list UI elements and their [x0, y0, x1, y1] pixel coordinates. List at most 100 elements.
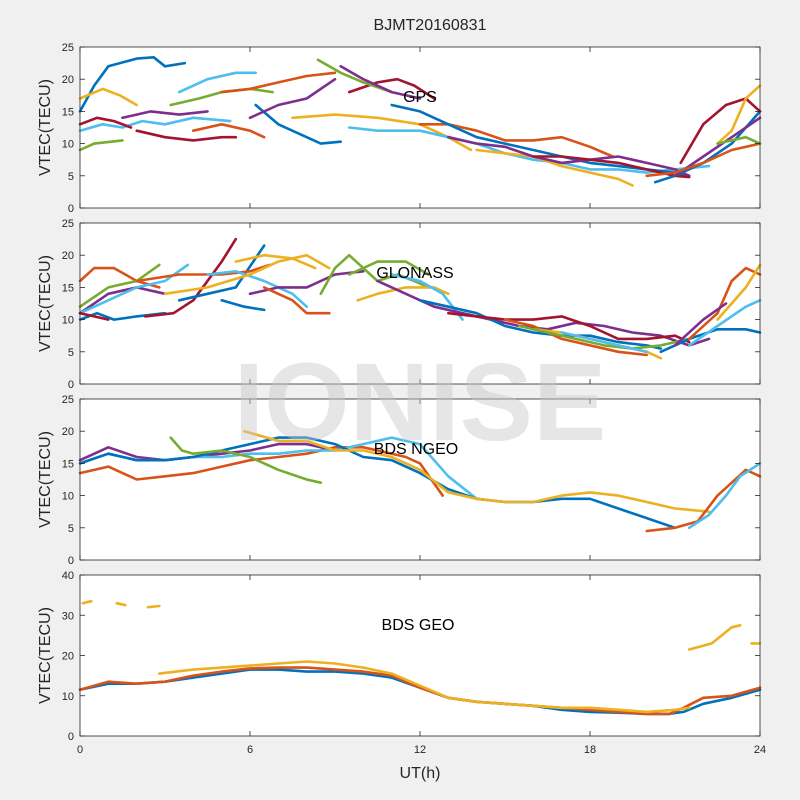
series-line — [262, 286, 331, 315]
series-line — [376, 279, 711, 347]
y-tick-label: 25 — [62, 218, 74, 230]
figure-title: BJMT20160831 — [374, 17, 487, 34]
panel-bds-geo: 0 10 20 30 40 0 6 12 18 24 BDS GEO VTEC(TECU) — [37, 570, 766, 756]
series-line — [220, 71, 337, 94]
x-tick-label: 12 — [414, 744, 426, 756]
series-line — [339, 65, 422, 100]
series-line — [517, 324, 691, 350]
series-line — [115, 601, 127, 607]
y-axis-label: VTEC(TECU) — [37, 79, 54, 176]
y-tick-label: 25 — [62, 42, 74, 54]
panel-bds-ngeo: 0 5 10 15 20 25 BDS NGEO VTEC(TECU) — [37, 394, 762, 567]
series-line — [316, 58, 394, 94]
series-line — [78, 266, 161, 289]
series-line — [645, 468, 762, 533]
panel-label: GPS — [403, 89, 437, 106]
panels: 0 5 10 15 20 25 GPS VTEC(TECU) 0 5 10 15 20 25 GLONASS… — [37, 42, 766, 756]
x-tick-label: 18 — [584, 744, 596, 756]
y-tick-label: 10 — [62, 139, 74, 151]
series-line — [78, 286, 167, 315]
series-line — [78, 445, 445, 497]
series-line — [78, 116, 232, 132]
series-line — [446, 311, 691, 344]
series-line — [192, 123, 266, 139]
series-line — [659, 327, 762, 354]
y-tick-label: 5 — [68, 171, 74, 183]
y-tick-label: 0 — [68, 731, 74, 743]
series-line — [78, 139, 124, 152]
x-tick-label: 6 — [247, 744, 253, 756]
watermark: IONISE — [234, 341, 607, 464]
panel-gps: 0 5 10 15 20 25 GPS VTEC(TECU) — [37, 42, 762, 215]
panel-label: GLONASS — [376, 265, 453, 282]
series-line — [254, 103, 343, 145]
plot-area — [80, 47, 760, 208]
y-tick-label: 0 — [68, 203, 74, 215]
series-line — [135, 129, 238, 142]
y-tick-label: 0 — [68, 379, 74, 391]
x-tick-label: 24 — [754, 744, 766, 756]
y-tick-label: 25 — [62, 394, 74, 406]
series-line — [243, 429, 711, 514]
series-line — [716, 135, 762, 145]
y-axis-label: VTEC(TECU) — [37, 255, 54, 352]
series-line — [560, 331, 649, 354]
x-axis-label: UT(h) — [400, 765, 441, 782]
series-line — [78, 263, 161, 309]
y-tick-label: 20 — [62, 651, 74, 663]
panel-glonass: 0 5 10 15 20 25 GLONASS VTEC(TECU) — [37, 218, 762, 391]
series-line — [475, 148, 634, 187]
y-tick-label: 10 — [62, 491, 74, 503]
series-line — [177, 71, 257, 94]
plot-area — [80, 223, 760, 384]
y-tick-label: 10 — [62, 691, 74, 703]
y-tick-label: 20 — [62, 74, 74, 86]
y-axis-label: VTEC(TECU) — [37, 431, 54, 528]
series-line — [356, 286, 450, 302]
y-tick-label: 10 — [62, 315, 74, 327]
y-tick-label: 5 — [68, 523, 74, 535]
x-tick-label: 0 — [77, 744, 83, 756]
series-line — [716, 84, 762, 145]
y-tick-label: 15 — [62, 106, 74, 118]
series-line — [78, 87, 138, 107]
series-line — [78, 442, 337, 462]
series-line — [81, 599, 93, 605]
y-tick-label: 30 — [62, 610, 74, 622]
series-line — [78, 55, 187, 113]
series-line — [143, 237, 238, 318]
series-line — [673, 302, 728, 347]
y-tick-label: 15 — [62, 458, 74, 470]
series-line — [78, 311, 110, 321]
series-line — [679, 97, 762, 165]
series-line — [687, 266, 762, 341]
series-line — [673, 116, 762, 178]
series-line — [248, 77, 337, 120]
series-line — [146, 604, 161, 609]
y-tick-label: 20 — [62, 250, 74, 262]
series-line — [687, 462, 762, 530]
y-tick-label: 40 — [62, 570, 74, 582]
y-tick-label: 20 — [62, 426, 74, 438]
series-line — [135, 263, 272, 283]
series-line — [177, 244, 266, 302]
y-tick-label: 5 — [68, 347, 74, 359]
series-line — [645, 142, 762, 178]
series-line — [716, 263, 762, 321]
y-axis-label: VTEC(TECU) — [37, 607, 54, 704]
series-line — [158, 660, 691, 714]
series-line — [234, 253, 317, 270]
series-line — [687, 623, 742, 651]
series-line — [347, 126, 711, 174]
plot-area — [80, 575, 760, 736]
series-line — [503, 318, 649, 357]
panel-label: BDS GEO — [382, 617, 455, 634]
series-line — [687, 298, 762, 347]
series-line — [206, 269, 309, 309]
plot-area — [80, 399, 760, 560]
series-line — [220, 298, 266, 312]
series-line — [163, 253, 331, 296]
series-line — [169, 436, 323, 485]
series-line — [446, 135, 691, 178]
